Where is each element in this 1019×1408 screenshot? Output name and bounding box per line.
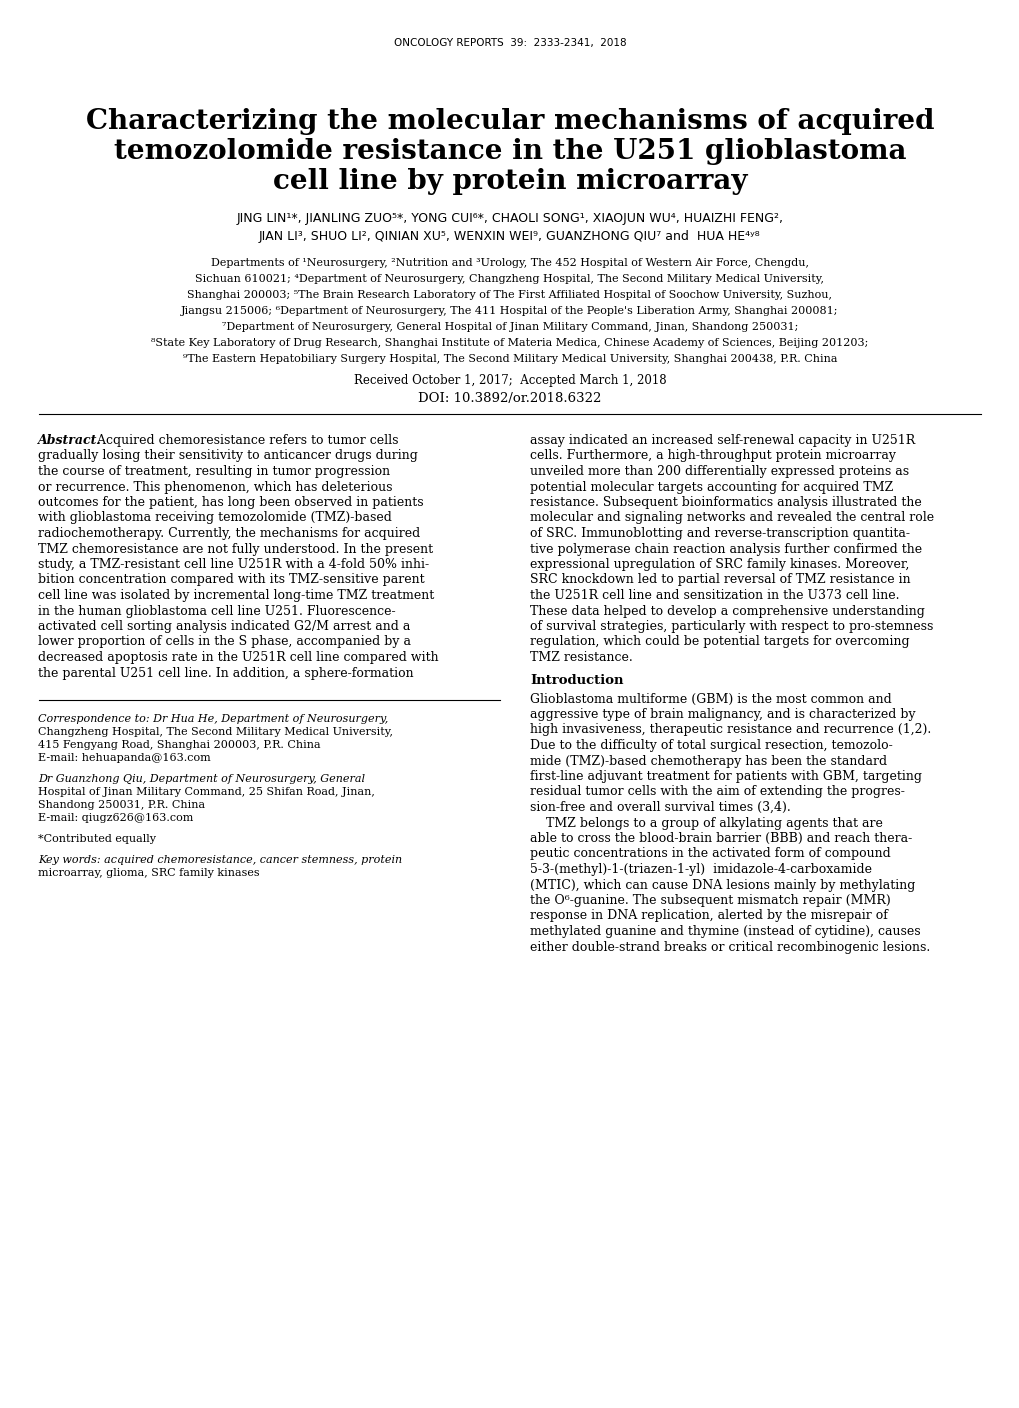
Text: SRC knockdown led to partial reversal of TMZ resistance in: SRC knockdown led to partial reversal of… <box>530 573 910 587</box>
Text: Departments of ¹Neurosurgery, ²Nutrition and ³Urology, The 452 Hospital of Weste: Departments of ¹Neurosurgery, ²Nutrition… <box>211 258 808 268</box>
Text: Abstract.: Abstract. <box>38 434 102 446</box>
Text: Jiangsu 215006; ⁶Department of Neurosurgery, The 411 Hospital of the People's Li: Jiangsu 215006; ⁶Department of Neurosurg… <box>181 306 838 315</box>
Text: Correspondence to: Dr Hua He, Department of Neurosurgery,: Correspondence to: Dr Hua He, Department… <box>38 714 388 724</box>
Text: decreased apoptosis rate in the U251R cell line compared with: decreased apoptosis rate in the U251R ce… <box>38 650 438 665</box>
Text: response in DNA replication, alerted by the misrepair of: response in DNA replication, alerted by … <box>530 910 887 922</box>
Text: the U251R cell line and sensitization in the U373 cell line.: the U251R cell line and sensitization in… <box>530 589 899 603</box>
Text: cell line by protein microarray: cell line by protein microarray <box>272 168 747 194</box>
Text: microarray, glioma, SRC family kinases: microarray, glioma, SRC family kinases <box>38 867 260 879</box>
Text: or recurrence. This phenomenon, which has deleterious: or recurrence. This phenomenon, which ha… <box>38 480 392 493</box>
Text: 415 Fengyang Road, Shanghai 200003, P.R. China: 415 Fengyang Road, Shanghai 200003, P.R.… <box>38 741 320 750</box>
Text: TMZ chemoresistance are not fully understood. In the present: TMZ chemoresistance are not fully unders… <box>38 542 433 556</box>
Text: the parental U251 cell line. In addition, a sphere-formation: the parental U251 cell line. In addition… <box>38 666 414 680</box>
Text: of survival strategies, particularly with respect to pro-stemness: of survival strategies, particularly wit… <box>530 620 932 634</box>
Text: ⁸State Key Laboratory of Drug Research, Shanghai Institute of Materia Medica, Ch: ⁸State Key Laboratory of Drug Research, … <box>151 338 868 348</box>
Text: Received October 1, 2017;  Accepted March 1, 2018: Received October 1, 2017; Accepted March… <box>354 375 665 387</box>
Text: lower proportion of cells in the S phase, accompanied by a: lower proportion of cells in the S phase… <box>38 635 411 649</box>
Text: JING LIN¹*, JIANLING ZUO⁵*, YONG CUI⁶*, CHAOLI SONG¹, XIAOJUN WU⁴, HUAIZHI FENG²: JING LIN¹*, JIANLING ZUO⁵*, YONG CUI⁶*, … <box>236 213 783 225</box>
Text: resistance. Subsequent bioinformatics analysis illustrated the: resistance. Subsequent bioinformatics an… <box>530 496 921 510</box>
Text: cells. Furthermore, a high-throughput protein microarray: cells. Furthermore, a high-throughput pr… <box>530 449 895 462</box>
Text: high invasiveness, therapeutic resistance and recurrence (1,2).: high invasiveness, therapeutic resistanc… <box>530 724 930 736</box>
Text: unveiled more than 200 differentially expressed proteins as: unveiled more than 200 differentially ex… <box>530 465 908 477</box>
Text: study, a TMZ-resistant cell line U251R with a 4-fold 50% inhi-: study, a TMZ-resistant cell line U251R w… <box>38 558 429 572</box>
Text: Dr Guanzhong Qiu, Department of Neurosurgery, General: Dr Guanzhong Qiu, Department of Neurosur… <box>38 774 365 784</box>
Text: These data helped to develop a comprehensive understanding: These data helped to develop a comprehen… <box>530 604 924 618</box>
Text: TMZ belongs to a group of alkylating agents that are: TMZ belongs to a group of alkylating age… <box>530 817 882 829</box>
Text: Shanghai 200003; ⁵The Brain Research Laboratory of The First Affiliated Hospital: Shanghai 200003; ⁵The Brain Research Lab… <box>187 290 832 300</box>
Text: either double-strand breaks or critical recombinogenic lesions.: either double-strand breaks or critical … <box>530 941 929 953</box>
Text: radiochemotherapy. Currently, the mechanisms for acquired: radiochemotherapy. Currently, the mechan… <box>38 527 420 541</box>
Text: ⁷Department of Neurosurgery, General Hospital of Jinan Military Command, Jinan, : ⁷Department of Neurosurgery, General Hos… <box>221 322 798 332</box>
Text: Due to the difficulty of total surgical resection, temozolo-: Due to the difficulty of total surgical … <box>530 739 892 752</box>
Text: assay indicated an increased self-renewal capacity in U251R: assay indicated an increased self-renewa… <box>530 434 914 446</box>
Text: gradually losing their sensitivity to anticancer drugs during: gradually losing their sensitivity to an… <box>38 449 418 462</box>
Text: able to cross the blood-brain barrier (BBB) and reach thera-: able to cross the blood-brain barrier (B… <box>530 832 911 845</box>
Text: Shandong 250031, P.R. China: Shandong 250031, P.R. China <box>38 800 205 810</box>
Text: Introduction: Introduction <box>530 674 623 687</box>
Text: E-mail: qiugz626@163.com: E-mail: qiugz626@163.com <box>38 812 194 824</box>
Text: tive polymerase chain reaction analysis further confirmed the: tive polymerase chain reaction analysis … <box>530 542 921 556</box>
Text: bition concentration compared with its TMZ-sensitive parent: bition concentration compared with its T… <box>38 573 424 587</box>
Text: TMZ resistance.: TMZ resistance. <box>530 650 632 665</box>
Text: the O⁶-guanine. The subsequent mismatch repair (MMR): the O⁶-guanine. The subsequent mismatch … <box>530 894 890 907</box>
Text: of SRC. Immunoblotting and reverse-transcription quantita-: of SRC. Immunoblotting and reverse-trans… <box>530 527 909 541</box>
Text: residual tumor cells with the aim of extending the progres-: residual tumor cells with the aim of ext… <box>530 786 904 798</box>
Text: cell line was isolated by incremental long-time TMZ treatment: cell line was isolated by incremental lo… <box>38 589 434 603</box>
Text: ONCOLOGY REPORTS  39:  2333-2341,  2018: ONCOLOGY REPORTS 39: 2333-2341, 2018 <box>393 38 626 48</box>
Text: with glioblastoma receiving temozolomide (TMZ)-based: with glioblastoma receiving temozolomide… <box>38 511 391 525</box>
Text: ⁹The Eastern Hepatobiliary Surgery Hospital, The Second Military Medical Univers: ⁹The Eastern Hepatobiliary Surgery Hospi… <box>182 353 837 365</box>
Text: Glioblastoma multiforme (GBM) is the most common and: Glioblastoma multiforme (GBM) is the mos… <box>530 693 891 705</box>
Text: DOI: 10.3892/or.2018.6322: DOI: 10.3892/or.2018.6322 <box>418 391 601 406</box>
Text: expressional upregulation of SRC family kinases. Moreover,: expressional upregulation of SRC family … <box>530 558 909 572</box>
Text: peutic concentrations in the activated form of compound: peutic concentrations in the activated f… <box>530 848 890 860</box>
Text: Key words: acquired chemoresistance, cancer stemness, protein: Key words: acquired chemoresistance, can… <box>38 855 401 865</box>
Text: the course of treatment, resulting in tumor progression: the course of treatment, resulting in tu… <box>38 465 389 477</box>
Text: E-mail: hehuapanda@163.com: E-mail: hehuapanda@163.com <box>38 753 211 763</box>
Text: aggressive type of brain malignancy, and is characterized by: aggressive type of brain malignancy, and… <box>530 708 915 721</box>
Text: outcomes for the patient, has long been observed in patients: outcomes for the patient, has long been … <box>38 496 423 510</box>
Text: JIAN LI³, SHUO LI², QINIAN XU⁵, WENXIN WEI⁹, GUANZHONG QIU⁷ and  HUA HE⁴ʸ⁸: JIAN LI³, SHUO LI², QINIAN XU⁵, WENXIN W… <box>259 230 760 244</box>
Text: in the human glioblastoma cell line U251. Fluorescence-: in the human glioblastoma cell line U251… <box>38 604 395 618</box>
Text: mide (TMZ)-based chemotherapy has been the standard: mide (TMZ)-based chemotherapy has been t… <box>530 755 887 767</box>
Text: regulation, which could be potential targets for overcoming: regulation, which could be potential tar… <box>530 635 909 649</box>
Text: temozolomide resistance in the U251 glioblastoma: temozolomide resistance in the U251 glio… <box>114 138 905 165</box>
Text: potential molecular targets accounting for acquired TMZ: potential molecular targets accounting f… <box>530 480 893 493</box>
Text: Characterizing the molecular mechanisms of acquired: Characterizing the molecular mechanisms … <box>86 108 933 135</box>
Text: activated cell sorting analysis indicated G2/M arrest and a: activated cell sorting analysis indicate… <box>38 620 410 634</box>
Text: Acquired chemoresistance refers to tumor cells: Acquired chemoresistance refers to tumor… <box>93 434 398 446</box>
Text: Changzheng Hospital, The Second Military Medical University,: Changzheng Hospital, The Second Military… <box>38 727 392 736</box>
Text: methylated guanine and thymine (instead of cytidine), causes: methylated guanine and thymine (instead … <box>530 925 920 938</box>
Text: *Contributed equally: *Contributed equally <box>38 834 156 843</box>
Text: molecular and signaling networks and revealed the central role: molecular and signaling networks and rev… <box>530 511 933 525</box>
Text: 5-3-(methyl)-1-(triazen-1-yl)  imidazole-4-carboxamide: 5-3-(methyl)-1-(triazen-1-yl) imidazole-… <box>530 863 871 876</box>
Text: Hospital of Jinan Military Command, 25 Shifan Road, Jinan,: Hospital of Jinan Military Command, 25 S… <box>38 787 375 797</box>
Text: sion-free and overall survival times (3,4).: sion-free and overall survival times (3,… <box>530 801 790 814</box>
Text: Sichuan 610021; ⁴Department of Neurosurgery, Changzheng Hospital, The Second Mil: Sichuan 610021; ⁴Department of Neurosurg… <box>196 275 823 284</box>
Text: first-line adjuvant treatment for patients with GBM, targeting: first-line adjuvant treatment for patien… <box>530 770 921 783</box>
Text: (MTIC), which can cause DNA lesions mainly by methylating: (MTIC), which can cause DNA lesions main… <box>530 879 914 891</box>
